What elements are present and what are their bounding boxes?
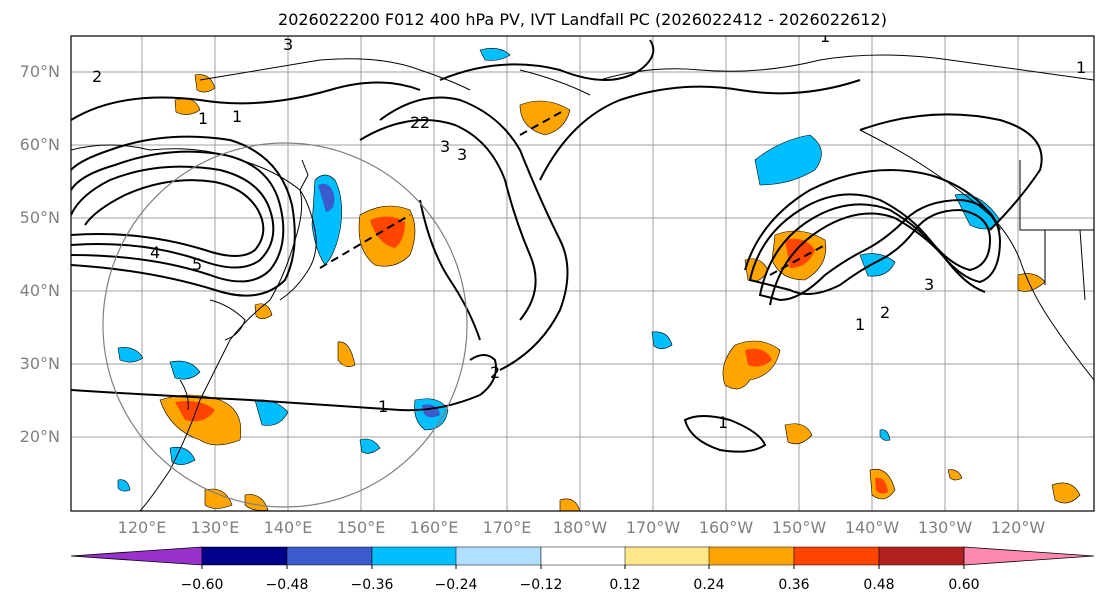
contour-label: 5: [192, 255, 202, 274]
longitude-label: 150°W: [771, 518, 827, 537]
coastlines: [71, 54, 1094, 511]
contour-label: 1: [198, 109, 208, 128]
colorbar-extend-low: [70, 546, 203, 566]
colorbar-tick-label: −0.24: [434, 577, 478, 593]
longitude-label: 120°E: [117, 518, 167, 537]
longitude-label: 140°E: [263, 518, 313, 537]
map-title: 2026022200 F012 400 hPa PV, IVT Landfall…: [278, 10, 887, 29]
latitude-label: 70°N: [19, 62, 60, 81]
longitude-label: 130°E: [190, 518, 240, 537]
pv-shading: [117, 48, 1081, 511]
contour-label: 2: [490, 363, 500, 382]
latitude-label: 40°N: [19, 281, 60, 300]
contour-label: 1: [718, 413, 728, 432]
colorbar-segment: [455, 546, 542, 566]
contour-label: 1: [1076, 58, 1086, 77]
longitude-label: 160°W: [698, 518, 754, 537]
colorbar-segment: [708, 546, 795, 566]
contour-label: 2: [880, 303, 890, 322]
colorbar-tick-label: 0.24: [693, 577, 725, 593]
longitude-label: 150°E: [336, 518, 386, 537]
contour-label: 1: [378, 397, 388, 416]
colorbar-tick-label: −0.60: [180, 577, 224, 593]
contour-label: 3: [924, 275, 934, 294]
colorbar-segment: [793, 546, 880, 566]
colorbar-tick-label: −0.12: [519, 577, 563, 593]
contour-label: 3: [440, 137, 450, 156]
contour-label: 1: [232, 107, 242, 126]
pv-contours: [71, 39, 1043, 453]
colorbar-segment: [286, 546, 373, 566]
contour-label: 2: [410, 113, 420, 132]
colorbar-tick-label: −0.36: [350, 577, 394, 593]
longitude-label: 170°W: [625, 518, 681, 537]
contour-label: 3: [283, 35, 293, 54]
latitude-label: 60°N: [19, 135, 60, 154]
longitude-label: 130°W: [917, 518, 973, 537]
colorbar-segment: [878, 546, 965, 566]
contour-label: 3: [457, 145, 467, 164]
latitude-label: 50°N: [19, 208, 60, 227]
colorbar-tick-label: 0.36: [778, 577, 810, 593]
colorbar-segment: [201, 546, 288, 566]
latitude-label: 20°N: [19, 427, 60, 446]
colorbar-segment: [624, 546, 711, 566]
longitude-label: 170°E: [482, 518, 532, 537]
longitude-label: 180°W: [552, 518, 608, 537]
contour-label: 2: [420, 113, 430, 132]
contour-label: 1: [820, 27, 830, 46]
colorbar-segment: [540, 546, 627, 566]
contour-label: 1: [855, 315, 865, 334]
colorbar-tick-label: 0.12: [609, 577, 641, 593]
contour-label: 4: [150, 243, 160, 262]
colorbar: [70, 546, 1095, 569]
contour-label: 2: [92, 67, 102, 86]
colorbar-extend-high: [963, 546, 1095, 566]
colorbar-tick-label: 0.60: [948, 577, 980, 593]
colorbar-tick-label: 0.48: [863, 577, 895, 593]
map-frame: [70, 35, 1095, 512]
longitude-label: 160°E: [409, 518, 459, 537]
trough-lines: [319, 109, 826, 276]
colorbar-tick-label: −0.48: [265, 577, 309, 593]
longitude-label: 140°W: [844, 518, 900, 537]
range-circle: [102, 142, 468, 508]
longitude-label: 120°W: [990, 518, 1046, 537]
colorbar-segment: [371, 546, 458, 566]
latitude-label: 30°N: [19, 354, 60, 373]
